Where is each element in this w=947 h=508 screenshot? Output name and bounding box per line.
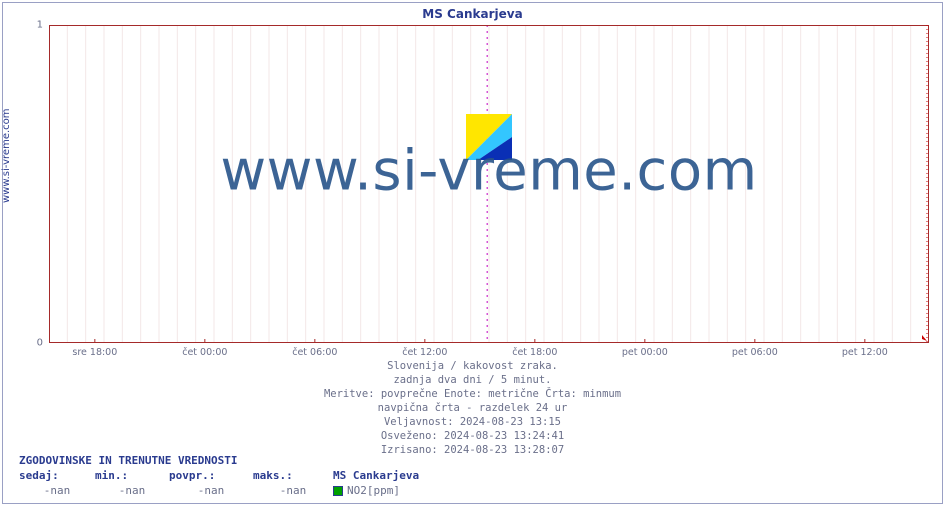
table-columns-row: sedaj:min.:povpr.:maks.:MS Cankarjeva	[19, 468, 513, 483]
meta-line: Osveženo: 2024-08-23 13:24:41	[3, 429, 942, 443]
y-tick-label: 1	[37, 20, 43, 31]
x-tick-label: čet 00:00	[182, 347, 227, 358]
x-tick-label: pet 12:00	[842, 347, 888, 358]
table-heading: ZGODOVINSKE IN TRENUTNE VREDNOSTI	[19, 453, 513, 468]
meta-line: zadnja dva dni / 5 minut.	[3, 373, 942, 387]
x-tick-label: sre 18:00	[72, 347, 117, 358]
meta-line: Meritve: povprečne Enote: metrične Črta:…	[3, 387, 942, 401]
table-column-header: min.:	[95, 468, 169, 483]
meta-line: navpična črta - razdelek 24 ur	[3, 401, 942, 415]
table-column-header: povpr.:	[169, 468, 253, 483]
site-label-vertical: www.si-vreme.com	[1, 108, 12, 203]
table-cell: -nan	[95, 483, 169, 498]
table-column-header: MS Cankarjeva	[333, 468, 513, 483]
meta-line: Veljavnost: 2024-08-23 13:15	[3, 415, 942, 429]
x-tick-label: pet 00:00	[622, 347, 668, 358]
table-series-cell: NO2[ppm]	[333, 483, 513, 498]
x-tick-label: pet 06:00	[732, 347, 778, 358]
chart-meta-block: Slovenija / kakovost zraka.zadnja dva dn…	[3, 359, 942, 457]
x-tick-label: čet 12:00	[402, 347, 447, 358]
x-tick-label: čet 18:00	[512, 347, 557, 358]
series-label: NO2[ppm]	[347, 484, 400, 497]
series-swatch-icon	[333, 486, 343, 496]
chart-svg	[49, 25, 929, 343]
y-tick-label: 0	[37, 338, 43, 349]
meta-line: Slovenija / kakovost zraka.	[3, 359, 942, 373]
table-cell: -nan	[253, 483, 333, 498]
chart-plot-area: www.si-vreme.com sre 18:00čet 00:00čet 0…	[49, 25, 929, 343]
chart-title: MS Cankarjeva	[3, 7, 942, 21]
values-table: ZGODOVINSKE IN TRENUTNE VREDNOSTIsedaj:m…	[19, 453, 513, 498]
table-cell: -nan	[19, 483, 95, 498]
table-column-header: maks.:	[253, 468, 333, 483]
x-tick-label: čet 06:00	[292, 347, 337, 358]
table-cell: -nan	[169, 483, 253, 498]
outer-frame: www.si-vreme.com MS Cankarjeva www.si-vr…	[2, 2, 943, 504]
table-row: -nan-nan-nan-nanNO2[ppm]	[19, 483, 513, 498]
table-column-header: sedaj:	[19, 468, 95, 483]
